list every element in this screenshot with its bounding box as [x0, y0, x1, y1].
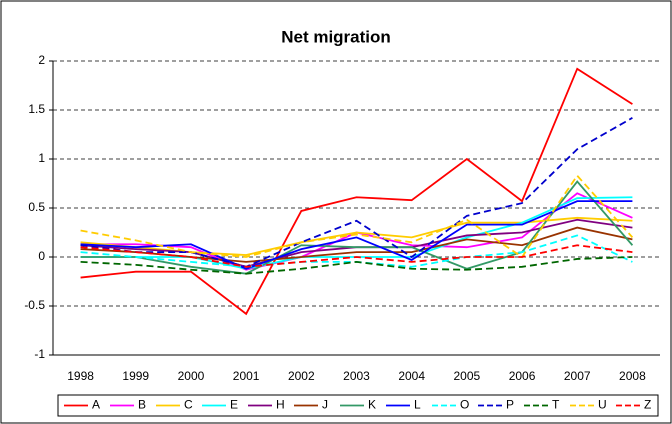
legend-label: C [184, 398, 193, 412]
chart-title: Net migration [281, 27, 391, 46]
legend-label: B [138, 398, 146, 412]
x-tick-label: 2005 [454, 369, 481, 383]
legend-label: K [368, 398, 376, 412]
legend-label: O [460, 398, 469, 412]
y-tick-label: 0 [38, 249, 45, 263]
x-tick-label: 2008 [619, 369, 646, 383]
legend-label: P [506, 398, 514, 412]
line-series [80, 200, 633, 270]
legend-label: L [414, 398, 421, 412]
y-tick-label: 1 [38, 151, 45, 165]
x-tick-label: 2002 [288, 369, 315, 383]
line-series [80, 117, 633, 268]
legend-label: J [322, 398, 328, 412]
line-series [80, 174, 634, 259]
line-series [80, 256, 633, 275]
x-tick-label: 2006 [509, 369, 536, 383]
legend-label: H [276, 398, 285, 412]
x-tick-label: 2000 [178, 369, 205, 383]
x-tick-label: 2007 [564, 369, 591, 383]
x-tick-label: 1999 [122, 369, 149, 383]
line-series [80, 67, 633, 316]
y-tick-label: 1.5 [28, 102, 45, 116]
y-tick-label: -1 [34, 347, 45, 361]
x-tick-label: 1998 [67, 369, 94, 383]
legend-box [57, 394, 659, 417]
legend-label: E [230, 398, 238, 412]
y-tick-label: 0.5 [28, 200, 45, 214]
x-tick-label: 2004 [398, 369, 425, 383]
y-tick-label: -0.5 [24, 298, 45, 312]
x-tick-label: 2001 [233, 369, 260, 383]
legend-label: U [598, 398, 607, 412]
legend-label: T [552, 398, 560, 412]
y-tick-label: 2 [38, 53, 45, 67]
x-tick-label: 2003 [343, 369, 370, 383]
legend-label: A [92, 398, 100, 412]
legend-label: Z [644, 398, 651, 412]
line-series [80, 244, 633, 268]
